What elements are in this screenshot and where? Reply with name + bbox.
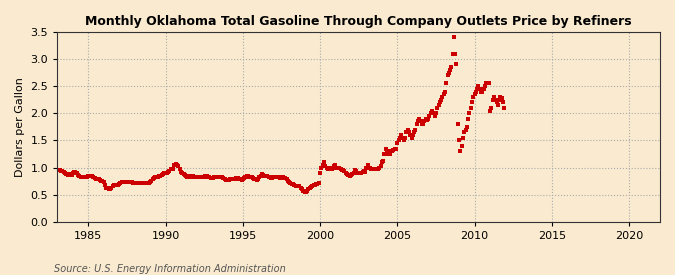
Y-axis label: Dollars per Gallon: Dollars per Gallon	[15, 77, 25, 177]
Text: Source: U.S. Energy Information Administration: Source: U.S. Energy Information Administ…	[54, 264, 286, 274]
Title: Monthly Oklahoma Total Gasoline Through Company Outlets Price by Refiners: Monthly Oklahoma Total Gasoline Through …	[85, 15, 632, 28]
